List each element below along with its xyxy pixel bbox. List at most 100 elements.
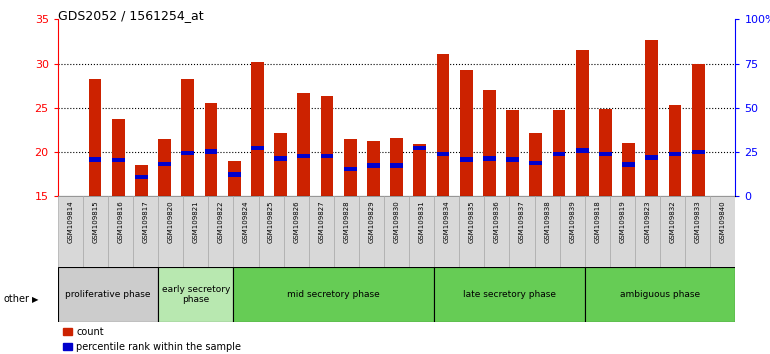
Text: GSM109818: GSM109818 [594,200,601,243]
Text: GSM109821: GSM109821 [192,200,199,242]
FancyBboxPatch shape [685,196,710,267]
Text: GSM109826: GSM109826 [293,200,300,242]
Bar [343,167,357,171]
Bar [297,154,310,158]
Text: GSM109838: GSM109838 [544,200,550,243]
FancyBboxPatch shape [209,196,233,267]
Bar [320,96,333,196]
FancyBboxPatch shape [635,196,660,267]
Bar [599,109,611,196]
FancyBboxPatch shape [158,267,233,322]
Bar [343,139,357,196]
Bar [390,163,403,168]
FancyBboxPatch shape [283,196,309,267]
Bar [135,175,148,179]
Bar [599,152,611,156]
Bar [112,119,125,196]
Bar [553,110,565,196]
FancyBboxPatch shape [584,196,610,267]
Bar [274,156,287,161]
Text: late secretory phase: late secretory phase [463,290,556,299]
Text: GSM109832: GSM109832 [670,200,675,242]
FancyBboxPatch shape [133,196,158,267]
Text: GSM109819: GSM109819 [619,200,625,243]
Text: GSM109833: GSM109833 [695,200,701,243]
Bar [460,70,473,196]
Bar [274,133,287,196]
Bar [576,148,588,153]
Bar [691,64,705,196]
FancyBboxPatch shape [334,196,359,267]
Text: other: other [4,294,30,304]
FancyBboxPatch shape [584,267,735,322]
Bar [182,79,194,196]
FancyBboxPatch shape [259,196,283,267]
Bar [460,157,473,161]
Bar [506,157,519,161]
Bar [483,90,496,196]
Text: GSM109814: GSM109814 [67,200,73,242]
Bar [576,50,588,196]
Bar [228,172,240,177]
FancyBboxPatch shape [434,196,459,267]
Text: GSM109816: GSM109816 [118,200,123,243]
Bar [367,163,380,168]
Text: GSM109829: GSM109829 [369,200,374,242]
FancyBboxPatch shape [158,196,183,267]
Text: GSM109835: GSM109835 [469,200,475,242]
Text: GSM109822: GSM109822 [218,200,224,242]
Bar [622,162,635,167]
Text: GSM109827: GSM109827 [318,200,324,242]
Bar [251,145,263,150]
Legend: count, percentile rank within the sample: count, percentile rank within the sample [62,327,241,352]
FancyBboxPatch shape [560,196,584,267]
Text: mid secretory phase: mid secretory phase [287,290,380,299]
FancyBboxPatch shape [610,196,635,267]
Text: GSM109815: GSM109815 [92,200,99,242]
FancyBboxPatch shape [309,196,334,267]
Bar [483,156,496,161]
FancyBboxPatch shape [534,196,560,267]
FancyBboxPatch shape [459,196,484,267]
FancyBboxPatch shape [183,196,209,267]
FancyBboxPatch shape [359,196,384,267]
FancyBboxPatch shape [510,196,534,267]
Bar [205,103,217,196]
Bar [228,161,240,196]
Bar [158,139,171,196]
Text: GSM109828: GSM109828 [343,200,350,242]
Text: ▶: ▶ [32,295,38,304]
Bar [530,133,542,196]
Bar [390,138,403,196]
FancyBboxPatch shape [409,196,434,267]
Text: GDS2052 / 1561254_at: GDS2052 / 1561254_at [58,9,203,22]
Bar [205,149,217,154]
Bar [553,152,565,156]
Bar [437,54,450,196]
FancyBboxPatch shape [233,267,434,322]
FancyBboxPatch shape [434,267,584,322]
Text: GSM109836: GSM109836 [494,200,500,243]
Bar [668,105,681,196]
Bar [89,79,102,196]
Text: GSM109839: GSM109839 [569,200,575,243]
Text: ambiguous phase: ambiguous phase [620,290,700,299]
Bar [367,141,380,196]
FancyBboxPatch shape [58,196,83,267]
Bar [112,158,125,162]
FancyBboxPatch shape [384,196,409,267]
Bar [413,144,426,196]
Bar [135,166,148,196]
FancyBboxPatch shape [660,196,685,267]
FancyBboxPatch shape [108,196,133,267]
Bar [182,151,194,155]
Bar [506,110,519,196]
Text: GSM109830: GSM109830 [393,200,400,243]
Bar [530,161,542,165]
Text: GSM109837: GSM109837 [519,200,525,243]
Text: GSM109825: GSM109825 [268,200,274,242]
Bar [622,143,635,196]
Text: GSM109831: GSM109831 [419,200,424,243]
Bar [645,155,658,160]
FancyBboxPatch shape [710,196,735,267]
